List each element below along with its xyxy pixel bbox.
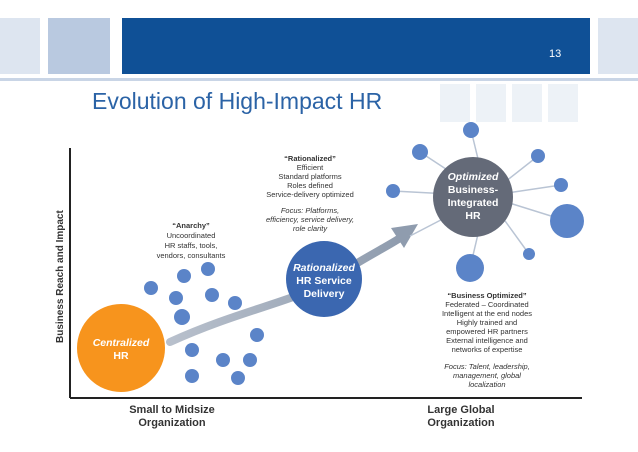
rationalized-label-3: Delivery [304,288,345,300]
rationalized-label-2: HR Service [296,275,352,287]
optimized-label-2: Business- [448,184,499,196]
anarchy-dot [144,281,158,295]
optimized-satellite [463,122,479,138]
optimized-note-line: Federated – Coordinated [445,300,528,309]
anarchy-dot [250,328,264,342]
optimized-focus-line: localization [468,380,505,389]
optimized-focus-line: Focus: Talent, leadership, [444,362,530,371]
optimized-network [386,122,584,282]
anarchy-dot [185,369,199,383]
rationalized-focus-line: efficiency, service delivery, [266,215,354,224]
optimized-satellite [523,248,535,260]
x-axis-right-label: Large Global [427,404,494,416]
optimized-label-3: Integrated [448,197,499,209]
x-axis-left-label: Small to Midsize [129,404,215,416]
ghost-block [548,84,578,122]
growth-arrowhead [391,224,418,248]
anarchy-dot [231,371,245,385]
rationalized-note-title: “Rationalized” [284,154,336,163]
optimized-satellite [531,149,545,163]
header-square [48,18,110,74]
optimized-satellite [554,178,568,192]
slide-title: Evolution of High-Impact HR [92,88,383,114]
rationalized-note: “Rationalized” Efficient Standard platfo… [266,154,354,233]
y-axis-label: Business Reach and Impact [55,210,66,343]
optimized-note-line: empowered HR partners [446,327,528,336]
optimized-label-4: HR [465,210,481,222]
rationalized-focus-line: Focus: Platforms, [281,206,339,215]
anarchy-line: HR staffs, tools, [165,241,218,250]
centralized-circle [77,304,165,392]
rationalized-focus-line: role clarity [293,224,328,233]
header-bar [122,18,590,74]
optimized-note-line: Intelligent at the end nodes [442,309,532,318]
anarchy-note: “Anarchy” Uncoordinated HR staffs, tools… [157,221,226,260]
optimized-note-line: External intelligence and [446,336,528,345]
anarchy-dot [205,288,219,302]
anarchy-dot [177,269,191,283]
optimized-note-title: “Business Optimized” [447,291,526,300]
header-stripe [0,78,638,81]
header-right-stripe [598,18,638,74]
ghost-block [440,84,470,122]
rationalized-note-line: Standard platforms [278,172,342,181]
anarchy-dot [169,291,183,305]
optimized-satellite [456,254,484,282]
optimized-note-line: Highly trained and [457,318,517,327]
centralized-label-2: HR [113,350,129,362]
anarchy-dot [201,262,215,276]
anarchy-dot [228,296,242,310]
ghost-block [512,84,542,122]
anarchy-title: “Anarchy” [172,221,210,230]
anarchy-line: Uncoordinated [167,231,216,240]
anarchy-dot [216,353,230,367]
optimized-satellite [386,184,400,198]
rationalized-note-line: Roles defined [287,181,333,190]
x-axis-right-label-2: Organization [427,417,495,429]
rationalized-label-1: Rationalized [293,262,355,274]
optimized-note: “Business Optimized” Federated – Coordin… [442,291,532,389]
header-left-stripe [0,18,40,74]
optimized-label-1: Optimized [448,171,499,183]
rationalized-note-line: Efficient [297,163,324,172]
optimized-satellite [412,144,428,160]
optimized-satellite [550,204,584,238]
centralized-label-1: Centralized [93,337,150,349]
ghost-block [476,84,506,122]
anarchy-dot [243,353,257,367]
anarchy-line: vendors, consultants [157,251,226,260]
rationalized-note-line: Service-delivery optimized [266,190,354,199]
anarchy-dot [185,343,199,357]
anarchy-dot [174,309,190,325]
rationalized-circle [286,241,362,317]
optimized-circle [433,157,513,237]
anarchy-dots [144,262,264,385]
slide-number: 13 [549,48,562,60]
optimized-focus-line: management, global [453,371,521,380]
optimized-note-line: networks of expertise [452,345,523,354]
x-axis-left-label-2: Organization [138,417,206,429]
